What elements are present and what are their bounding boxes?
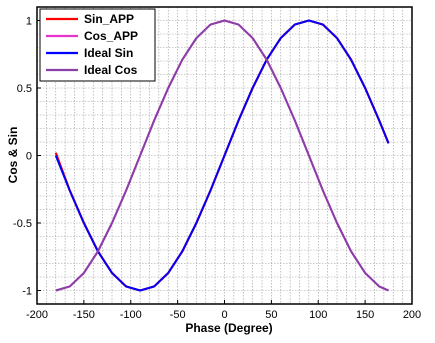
x-axis-label: Phase (Degree) [185, 321, 272, 335]
legend-entry: Sin_APP [84, 12, 134, 26]
x-tick-label: 200 [403, 309, 421, 321]
x-tick-label: 50 [265, 309, 277, 321]
x-tick-label: 100 [309, 309, 327, 321]
x-tick-label: 0 [221, 309, 227, 321]
x-tick-label: -150 [73, 309, 95, 321]
y-tick-label: -1 [22, 286, 32, 298]
legend-entry: Cos_APP [84, 29, 138, 43]
y-tick-label: 0 [26, 151, 32, 163]
legend-entry: Ideal Cos [84, 63, 138, 77]
series-lines [54, 19, 390, 292]
ticks: -200 -150 -100 -50 0 50 100 150 200 -1 -0.5 0 0.5 1 [13, 16, 421, 322]
series-line-ideal-cos [55, 19, 389, 292]
y-tick-label: -0.5 [13, 218, 32, 230]
x-tick-label: -200 [26, 309, 48, 321]
x-tick-label: -50 [170, 309, 186, 321]
x-tick-label: -100 [120, 309, 142, 321]
series-line-ideal-sin [54, 19, 390, 292]
y-tick-label: 0.5 [17, 83, 32, 95]
legend-entry: Ideal Sin [84, 46, 133, 60]
y-tick-label: 1 [26, 16, 32, 28]
y-axis-label: Cos & Sin [6, 127, 20, 184]
legend: Sin_APP Cos_APP Ideal Sin Ideal Cos [39, 8, 156, 82]
x-tick-label: 150 [356, 309, 374, 321]
